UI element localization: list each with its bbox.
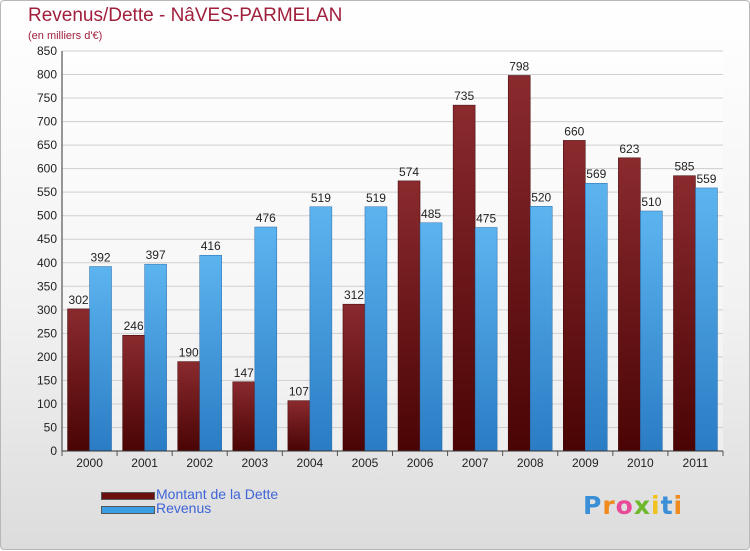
bar-revenue [474,227,498,452]
bar-debt [232,381,256,452]
legend-label-debt: Montant de la Dette [156,486,279,502]
data-label-revenue: 569 [586,167,606,181]
bar-revenue [144,263,167,452]
data-label-revenue: 397 [146,248,166,262]
x-tick-label: 2009 [572,456,599,470]
data-label-debt: 574 [399,165,419,179]
logo-letter: t [660,491,674,520]
bar-debt [122,334,145,452]
x-tick-label: 2001 [131,456,158,470]
legend-item-debt: Montant de la Dette [101,486,278,503]
y-tick-label: 350 [37,279,57,293]
bar-revenue [640,210,663,452]
data-label-revenue: 485 [421,207,441,221]
y-tick-label: 300 [37,303,57,317]
y-tick-label: 250 [37,326,57,340]
bar-debt [563,140,586,452]
bar-revenue [419,222,443,452]
data-label-revenue: 519 [366,191,386,205]
data-label-debt: 107 [289,385,309,399]
data-label-debt: 246 [124,319,144,333]
bar-revenue [309,206,333,452]
bar-revenue [364,206,388,452]
bar-debt [618,157,641,452]
bar-debt [342,303,366,452]
x-tick-label: 2011 [683,456,709,470]
data-label-revenue: 520 [531,190,551,204]
legend-item-revenue: Revenus [101,500,211,517]
chart-subtitle: (en milliers d'€) [28,30,103,42]
x-tick-label: 2007 [462,456,489,470]
bar-revenue [199,254,222,452]
y-tick-label: 700 [37,115,57,129]
logo-letter: r [602,491,616,520]
x-tick-label: 2010 [627,456,654,470]
legend-label-revenue: Revenus [156,500,212,516]
x-tick-label: 2008 [517,456,544,470]
y-tick-label: 100 [37,397,57,411]
bar-revenue [89,266,112,452]
bar-revenue [254,226,278,452]
x-tick-label: 2003 [241,456,268,470]
y-tick-label: 0 [50,444,57,458]
data-label-revenue: 475 [476,211,496,225]
data-label-revenue: 416 [201,239,221,253]
y-tick-label: 800 [37,68,57,82]
bar-debt [673,175,696,452]
data-label-debt: 623 [619,142,639,156]
data-label-debt: 798 [509,59,529,73]
legend-swatch-revenue [101,505,155,514]
bar-revenue [529,206,553,452]
data-label-debt: 312 [344,288,364,302]
x-tick-label: 2006 [407,456,434,470]
y-tick-label: 150 [37,373,57,387]
data-label-debt: 190 [179,346,199,360]
bar-debt [452,104,476,452]
x-tick-label: 2000 [76,456,103,470]
y-tick-label: 750 [37,91,57,105]
data-label-revenue: 476 [256,211,276,225]
proxiti-logo: Proxiti [583,491,683,520]
x-tick-label: 2002 [186,456,213,470]
data-label-revenue: 510 [641,195,661,209]
bar-revenue [695,187,718,452]
bar-debt [397,180,421,452]
legend-swatch-debt [101,491,155,500]
data-label-revenue: 559 [696,172,716,186]
bar-revenue [585,182,608,452]
data-label-debt: 585 [674,160,694,174]
logo-letter: o [615,491,634,520]
data-label-debt: 302 [69,293,89,307]
bar-debt [67,308,90,452]
chart-title: Revenus/Dette - NâVES-PARMELAN [28,5,343,26]
logo-letter: i [673,491,684,520]
y-tick-label: 450 [37,232,57,246]
x-tick-label: 2004 [297,456,324,470]
y-tick-label: 650 [37,138,57,152]
logo-letter: i [651,491,661,520]
data-label-debt: 735 [454,89,474,103]
bar-debt [177,361,200,452]
bar-debt [287,400,311,452]
data-label-revenue: 392 [91,251,111,265]
logo-letter: P [583,491,603,520]
data-label-debt: 660 [564,124,584,138]
y-tick-label: 550 [37,185,57,199]
data-label-debt: 147 [234,366,254,380]
bar-debt [507,75,531,452]
y-tick-label: 400 [37,256,57,270]
logo-letter: x [633,491,651,520]
y-tick-label: 850 [37,44,57,58]
data-label-revenue: 519 [311,191,331,205]
y-tick-label: 600 [37,162,57,176]
x-tick-label: 2005 [352,456,379,470]
y-tick-label: 200 [37,350,57,364]
plot-area [62,51,723,451]
y-tick-label: 50 [44,420,58,434]
y-tick-label: 500 [37,209,57,223]
